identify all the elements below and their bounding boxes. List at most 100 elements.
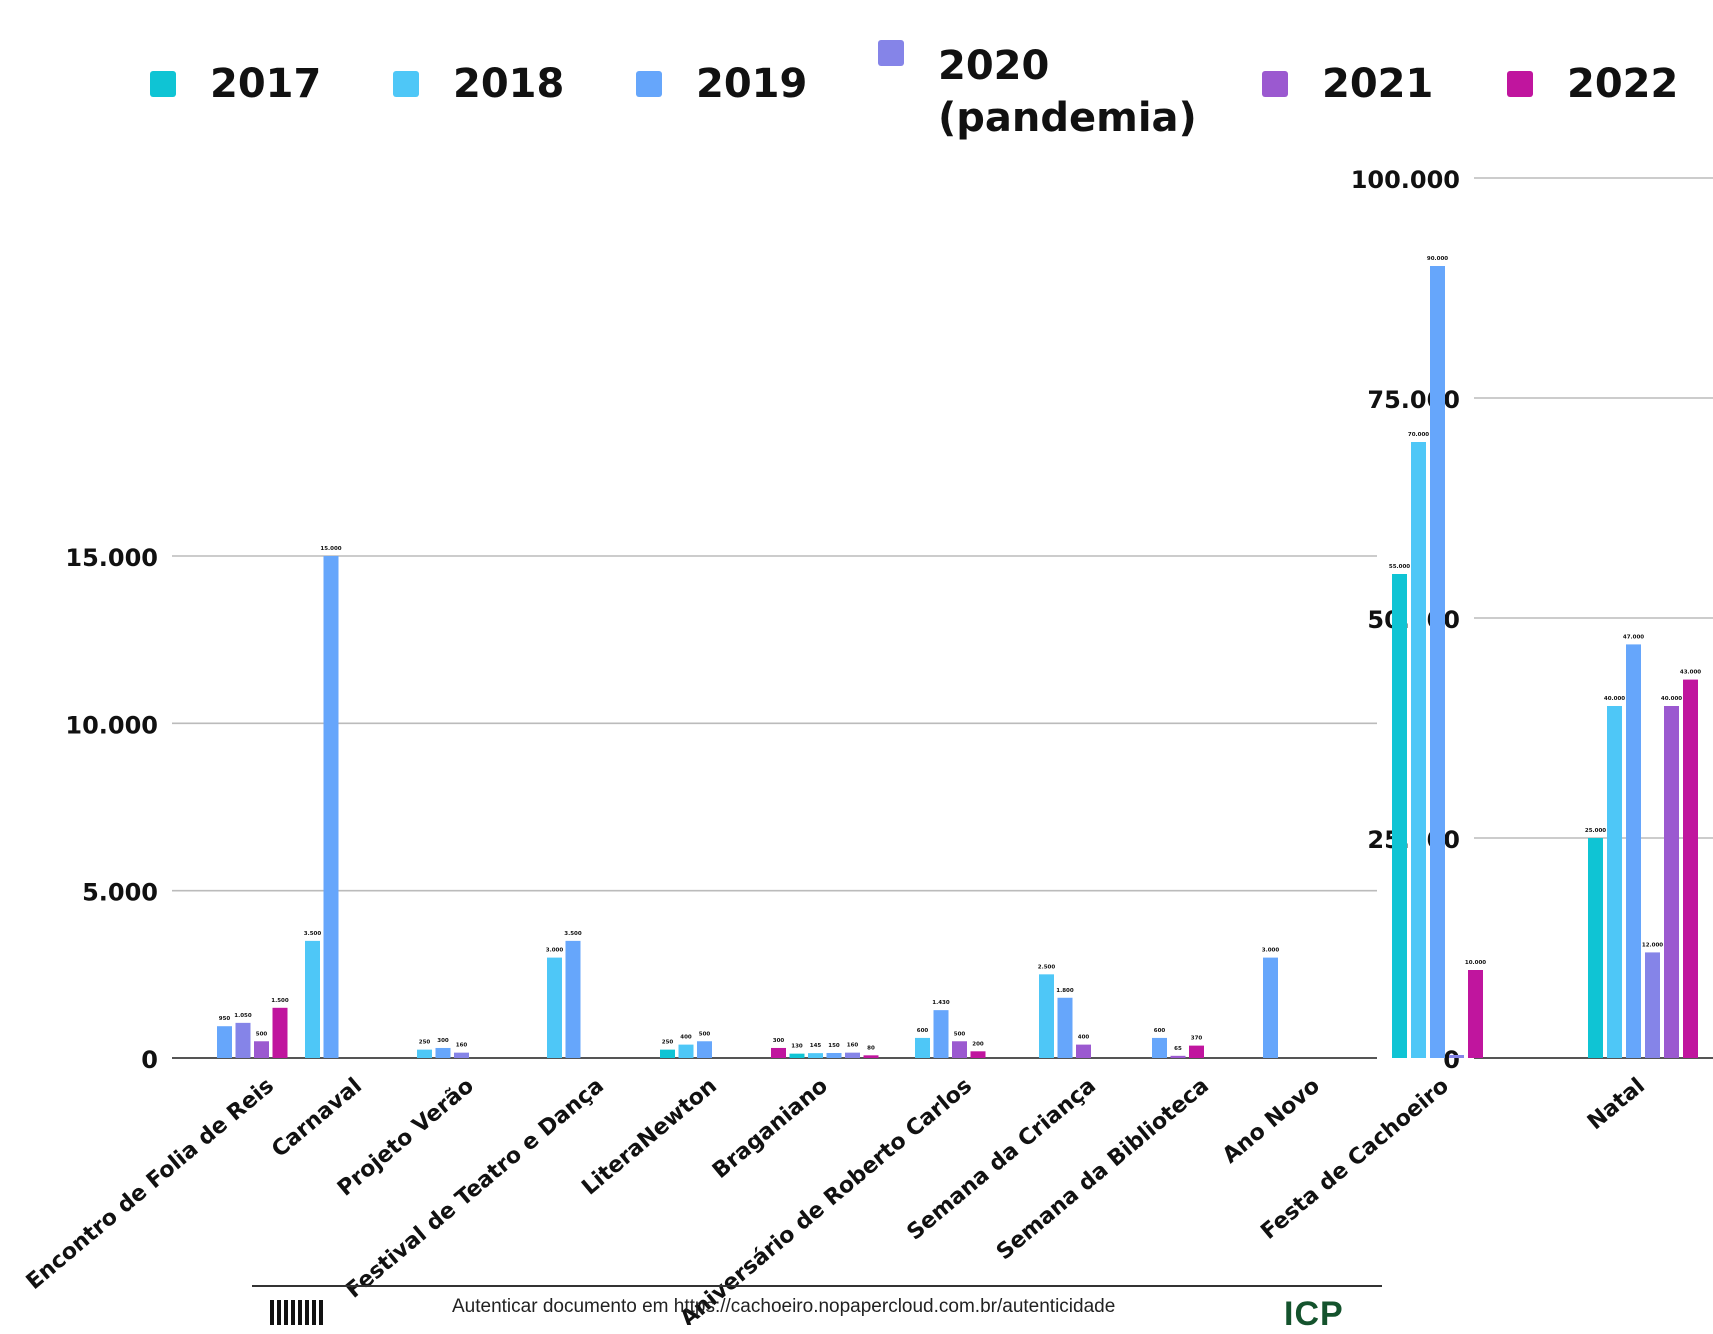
bar-2020 [1449,1055,1464,1058]
bar-value-label: 1.050 [234,1013,252,1019]
legend-swatch [393,71,419,97]
bar-value-label: 12.000 [1642,942,1663,948]
legend-item-2021: 2021 [1262,58,1433,110]
bar-2018 [678,1044,694,1058]
bar-2018 [915,1037,930,1058]
bar-value-label: 250 [662,1040,674,1046]
chart-1: 0 5.000 10.000 15.000 Encontro de Folia de R… [22,544,1377,1325]
y-tick-label: 75.000 [1367,386,1460,414]
bar-value-label: 90.000 [1427,256,1448,262]
bar-2017 [1588,838,1603,1058]
x-category-label: Carnaval [267,1073,367,1162]
footer-rule [252,1285,1382,1287]
bar-value-label: 150 [828,1043,840,1049]
bar-value-label: 500 [954,1031,966,1037]
bar-value-label: 130 [791,1044,803,1050]
bar-2019 [1430,266,1445,1058]
legend-item-2022: 2022 [1507,58,1678,110]
bar-value-label: 160 [456,1043,468,1049]
bar-value-label: 300 [773,1038,785,1044]
legend-label: 2017 [210,61,322,107]
bar-2020 [454,1052,469,1058]
bar-2019 [933,1010,949,1058]
x-category-label: Semana da Biblioteca [992,1073,1214,1265]
x-category-label: Braganiano [708,1073,833,1183]
bar-2020 [1645,952,1660,1058]
y-tick-label: 0 [141,1046,158,1074]
bar-2018 [808,1053,823,1058]
bar-value-label: 200 [972,1041,984,1047]
legend-label: 2022 [1567,61,1679,107]
bar-2019 [565,940,581,1058]
bar-value-label: 3.500 [564,931,582,937]
x-category-label: Natal [1583,1073,1650,1135]
bar-2019 [217,1026,232,1058]
bar-2018 [1039,974,1054,1058]
bar-2021 [952,1041,967,1058]
bar-value-label: 500 [699,1031,711,1037]
bar-value-label: 25.000 [1585,828,1606,834]
x-category-label: Ano Novo [1218,1073,1325,1168]
bar-2022 [1683,679,1698,1058]
y-tick-label: 15.000 [65,544,158,572]
bar-value-label: 300 [437,1038,449,1044]
bar-2021 [1664,706,1679,1058]
legend-label: 2021 [1322,61,1434,107]
bar-2019 [826,1052,842,1058]
bar-value-label: 2.500 [1038,964,1056,970]
authentication-text: Autenticar documento em https://cachoeir… [452,1296,1116,1317]
bar-value-label: 500 [256,1031,268,1037]
bar-value-label: 145 [810,1043,822,1049]
bar-2018 [417,1049,432,1058]
legend-swatch [1262,71,1288,97]
qr-code-icon [270,1300,324,1325]
y-tick-label: 5.000 [82,879,158,907]
bar-value-label: 65 [1174,1046,1182,1052]
bar-2022 [1468,970,1483,1058]
bar-2019 [1626,644,1641,1058]
legend-item-2017: 2017 [150,58,321,110]
bar-2019 [697,1041,712,1058]
x-category-label: Festival de Teatro e Dança [341,1073,608,1303]
legend-swatch [150,71,176,97]
bar-value-label: 10.000 [1465,960,1486,966]
bar-value-label: 1.500 [271,998,289,1004]
bar-value-label: 950 [219,1016,231,1022]
bar-value-label: 70.000 [1408,432,1429,438]
x-category-label: Aniversário de Roberto Carlos [676,1073,977,1325]
bar-2018 [305,940,320,1058]
bar-value-label: 43.000 [1680,670,1701,676]
bar-2022 [272,1007,288,1058]
bar-2018 [1411,442,1426,1058]
bar-value-label: 1.430 [932,1000,950,1006]
legend-label: 2020 (pandemia) [938,43,1197,141]
bar-value-label: 370 [1191,1036,1203,1042]
bar-2022 [771,1047,786,1058]
bar-2017 [660,1049,675,1058]
bar-value-label: 250 [419,1040,431,1046]
legend-swatch [878,40,904,66]
icp-logo: ICP [1284,1295,1344,1333]
bar-2018 [547,957,562,1058]
bar-value-label: 40.000 [1661,696,1682,702]
bar-value-label: 47.000 [1623,634,1644,640]
bar-2019 [323,556,339,1058]
bar-value-label: 3.500 [304,931,322,937]
bar-2018 [1607,706,1622,1058]
bar-value-label: 80 [867,1045,875,1051]
bar-2019 [1263,957,1278,1058]
bar-value-label: 400 [680,1035,692,1041]
bar-value-label: 160 [847,1043,859,1049]
legend-label: 2019 [696,61,808,107]
y-tick-label: 100.000 [1351,166,1460,194]
legend-item-2020: 2020 (pandemia) [878,40,1197,144]
bar-value-label: 3.000 [1262,948,1280,954]
y-tick-label: 0 [1443,1046,1460,1074]
bar-value-label: 15.000 [320,546,341,552]
bar-value-label: 3.000 [546,948,564,954]
bar-2019 [1152,1037,1167,1058]
legend-item-2019: 2019 [636,58,807,110]
bar-2021 [1170,1055,1186,1058]
legend-label: 2018 [453,61,565,107]
